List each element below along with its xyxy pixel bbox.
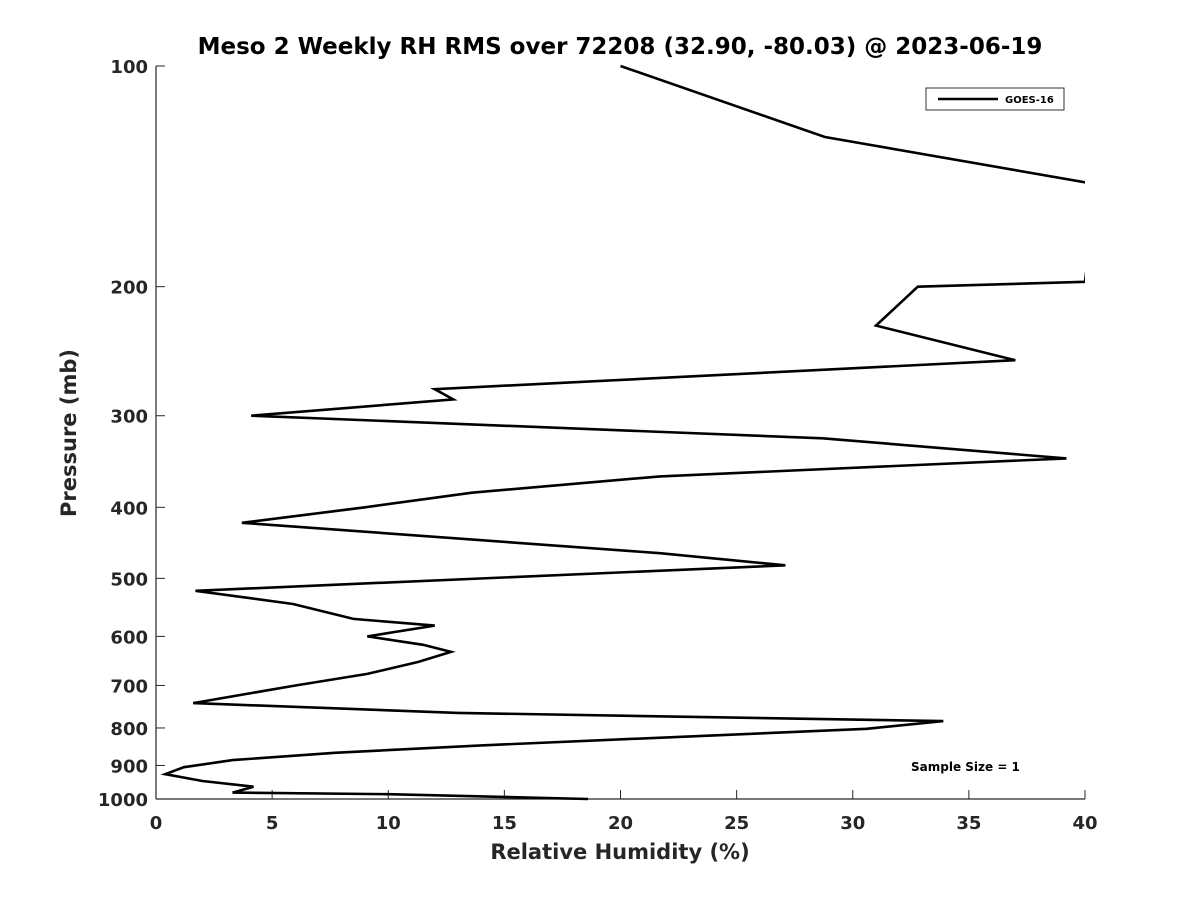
x-tick-label: 15: [492, 813, 517, 834]
series-line-goes-16: [160, 64, 1085, 801]
y-tick-label: 900: [110, 756, 148, 777]
y-tick-label: 200: [110, 278, 148, 299]
legend-label-goes-16: GOES-16: [1005, 95, 1054, 106]
y-tick-label: 1000: [98, 790, 148, 811]
y-tick-label: 400: [110, 498, 148, 519]
chart-title: Meso 2 Weekly RH RMS over 72208 (32.90, …: [198, 34, 1043, 60]
x-tick-label: 0: [150, 813, 163, 834]
x-axis-label: Relative Humidity (%): [490, 840, 749, 864]
y-tick-label: 100: [110, 57, 148, 78]
x-tick-label: 40: [1072, 813, 1097, 834]
y-tick-label: 700: [110, 676, 148, 697]
x-tick-label: 30: [840, 813, 865, 834]
y-tick-label: 800: [110, 719, 148, 740]
y-tick-label: 600: [110, 627, 148, 648]
axes: 0 5 10 15 20 25 30 35 40 100 200 300 400 500 600 700 800…: [98, 57, 1098, 834]
x-tick-label: 20: [608, 813, 633, 834]
legend: GOES-16: [925, 87, 1065, 111]
x-tick-label: 35: [956, 813, 981, 834]
sample-size-annotation: Sample Size = 1: [911, 760, 1020, 774]
y-tick-label: 500: [110, 569, 148, 590]
y-axis-label: Pressure (mb): [57, 349, 81, 517]
series-lines: [160, 64, 1085, 801]
x-tick-label: 10: [376, 813, 401, 834]
x-tick-label: 5: [266, 813, 279, 834]
x-tick-label: 25: [724, 813, 749, 834]
y-tick-label: 300: [110, 407, 148, 428]
